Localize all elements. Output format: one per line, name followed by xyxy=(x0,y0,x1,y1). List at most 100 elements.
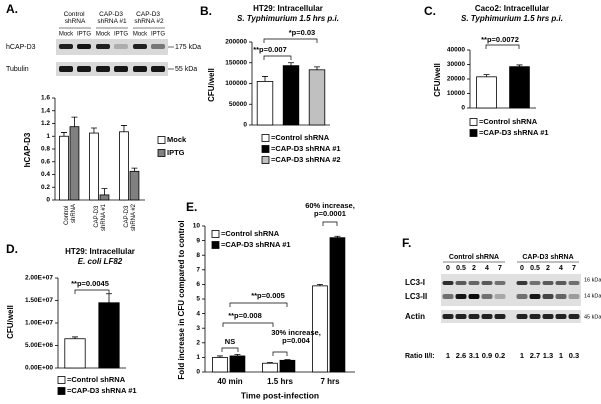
ratio-value: 1.3 xyxy=(543,351,553,360)
blot-band xyxy=(516,281,528,285)
lane-label: 2 xyxy=(546,265,550,272)
y-tick-label: 3 xyxy=(196,325,200,332)
significance-bracket xyxy=(74,289,110,294)
blot-group-label: CAP-D3 shRNA xyxy=(522,254,573,261)
y-axis-label: Fold increase in CFU compared to control xyxy=(177,220,186,379)
y-tick-label: 9 xyxy=(196,237,200,244)
blot-band xyxy=(542,314,554,319)
blot-band xyxy=(96,44,110,49)
x-tick-label: CAP-D3 shRNA #1 xyxy=(94,203,107,231)
lane-label: 4 xyxy=(559,265,563,272)
y-tick-label: 5 xyxy=(196,296,200,303)
bar xyxy=(89,132,99,201)
y-tick-label: 0 xyxy=(196,369,200,376)
legend-swatch xyxy=(211,241,220,249)
blot-band xyxy=(133,44,147,49)
lane-label: 0.5 xyxy=(530,265,540,272)
error-bar xyxy=(72,336,78,339)
error-bar xyxy=(101,188,108,195)
error-bar xyxy=(90,127,97,134)
y-tick-label: 0.8 xyxy=(41,146,50,153)
panel-label: B. xyxy=(200,4,212,18)
x-tick-label: Control shRNA xyxy=(64,204,77,225)
blot-band xyxy=(516,294,528,299)
blot-strip xyxy=(56,39,168,55)
error-bar xyxy=(60,132,67,137)
blot-band xyxy=(59,44,73,49)
legend-swatch xyxy=(261,156,270,164)
lane-label: 7 xyxy=(572,265,576,272)
legend-swatch xyxy=(469,129,478,137)
panel-label: C. xyxy=(424,4,436,18)
blot-band xyxy=(568,294,580,299)
legend-label: IPTG xyxy=(167,148,185,157)
legend-label: =Control shRNA xyxy=(67,375,126,384)
blot-band xyxy=(481,314,493,319)
legend-swatch xyxy=(57,387,66,395)
error-bar xyxy=(120,125,127,132)
blot-group-label: Control shRNA xyxy=(449,254,499,261)
blot-band xyxy=(494,294,506,299)
y-tick-label: 1.2 xyxy=(41,120,50,127)
y-tick-label: 1 xyxy=(46,133,50,140)
lane-label: IPTG xyxy=(151,32,165,38)
y-tick-label: 0.4 xyxy=(41,171,50,178)
y-tick-label: 1.4 xyxy=(41,107,50,114)
annotation: **p=0.008 xyxy=(228,311,262,320)
annotation: p=0.004 xyxy=(282,336,311,345)
legend-swatch xyxy=(261,134,270,142)
blot-band xyxy=(555,314,567,319)
blot-band xyxy=(516,314,528,319)
y-tick-label: 0 xyxy=(461,105,465,112)
blot-band xyxy=(442,281,454,285)
bar xyxy=(279,359,296,373)
legend-label: =Control shRNA xyxy=(479,117,538,126)
chart-title: HT29: Intracellular xyxy=(65,247,135,256)
x-tick-label: 1.5 hrs xyxy=(267,377,293,386)
legend-label: Mock xyxy=(167,135,187,144)
lane-label: 0 xyxy=(446,265,450,272)
y-tick-label: 8 xyxy=(196,252,200,259)
legend-label: =CAP-D3 shRNA #1 xyxy=(67,386,137,395)
size-marker: 55 kDa xyxy=(175,66,197,73)
annotation: **p=0.0072 xyxy=(481,35,519,44)
y-tick-label: 2 xyxy=(196,340,200,347)
blot-band xyxy=(568,281,580,285)
y-tick-label: 0.2 xyxy=(41,184,50,191)
size-marker: 175 kDa xyxy=(175,44,201,51)
y-tick-label: 10 xyxy=(193,223,201,230)
blot-strip xyxy=(441,310,581,323)
blot-band xyxy=(151,44,165,49)
legend-swatch xyxy=(261,145,270,153)
x-axis-label: Time post-infection xyxy=(241,390,319,400)
size-marker: 45 kDa xyxy=(584,314,601,320)
lane-label: 7 xyxy=(498,265,502,272)
significance-bracket xyxy=(263,38,318,43)
ratio-label: Ratio II/I: xyxy=(405,353,435,360)
panel-label: E. xyxy=(186,200,197,214)
chart-title: HT29: Intracellular xyxy=(253,4,323,13)
x-tick-label: 7 hrs xyxy=(320,377,340,386)
legend-label: =CAP-D3 shRNA #1 xyxy=(271,144,341,153)
y-tick-label: 10000 xyxy=(447,90,465,97)
y-tick-label: 150000 xyxy=(225,59,247,66)
lane-label: IPTG xyxy=(114,32,128,38)
significance-bracket xyxy=(263,55,292,60)
y-tick-label: 6 xyxy=(196,281,200,288)
error-bar xyxy=(316,284,323,286)
bar xyxy=(99,194,110,201)
annotation: 60% increase, xyxy=(305,201,355,210)
lane-label: 0.5 xyxy=(456,265,466,272)
legend-label: =Control shRNA xyxy=(221,229,280,238)
error-bar xyxy=(262,76,268,82)
chart-title: Caco2: Intracellular xyxy=(475,4,549,13)
ratio-value: 1 xyxy=(559,351,563,360)
lane-label: 0 xyxy=(520,265,524,272)
panel-label: A. xyxy=(6,2,18,16)
annotation: 30% increase, xyxy=(271,328,321,337)
y-tick-label: 0.00E+00 xyxy=(25,365,53,372)
blot-band xyxy=(442,314,454,319)
y-tick-label: 7 xyxy=(196,267,200,274)
y-tick-label: 20000 xyxy=(447,76,465,83)
y-tick-label: 4 xyxy=(196,310,200,317)
